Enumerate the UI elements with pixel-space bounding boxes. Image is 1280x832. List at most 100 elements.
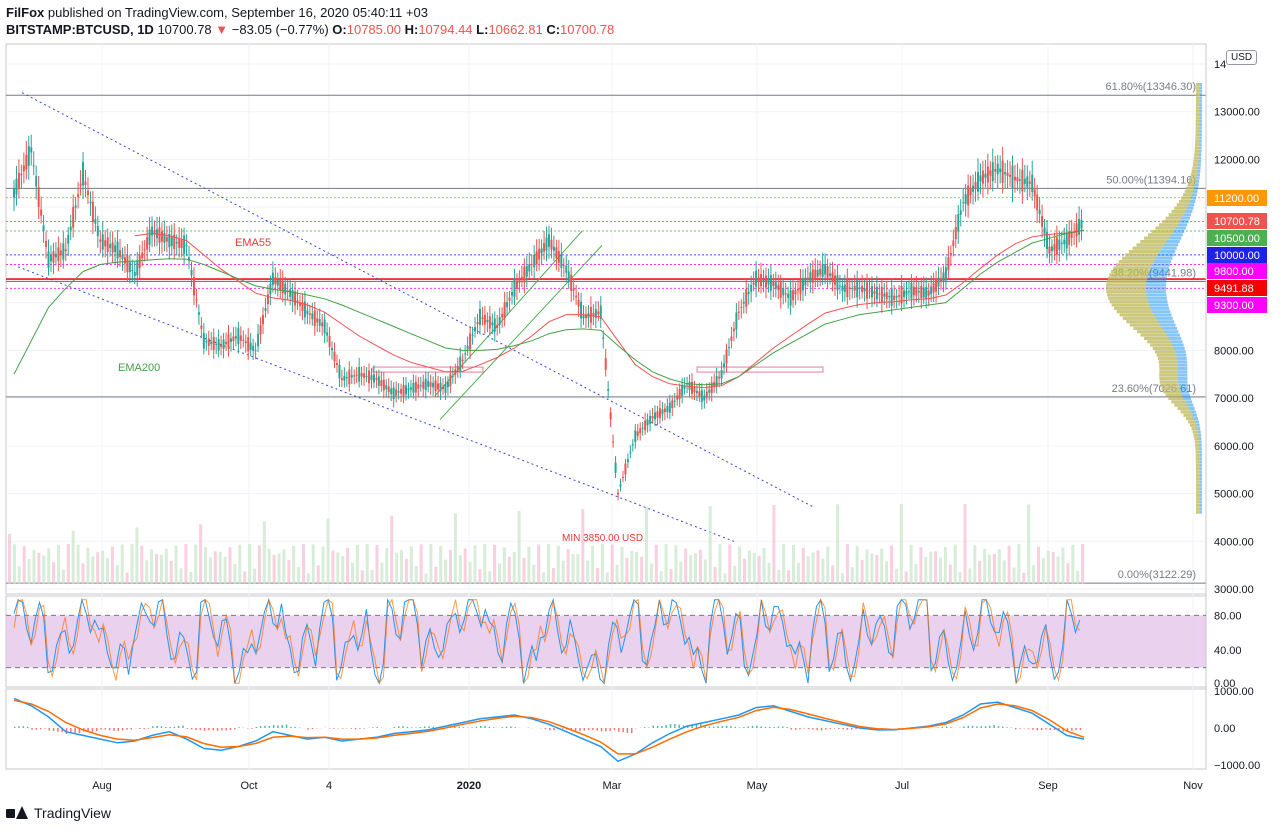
volume-bar <box>331 550 335 584</box>
stoch-k-line <box>13 597 1081 685</box>
profile-bar <box>1194 437 1200 441</box>
candle-body <box>705 391 708 398</box>
macd-histogram-bar <box>751 725 754 728</box>
candle-body <box>925 286 928 299</box>
macd-histogram-bar <box>264 725 266 728</box>
profile-bar <box>1165 216 1182 220</box>
volume-bar <box>845 544 849 584</box>
volume-bar <box>282 549 286 584</box>
candle-body <box>303 301 306 318</box>
candle-body <box>594 309 597 319</box>
profile-bar <box>1191 169 1198 173</box>
currency-button[interactable]: USD <box>1226 50 1258 65</box>
volume-bar <box>419 544 423 584</box>
candle-body <box>816 269 819 277</box>
candle-body <box>944 267 947 281</box>
candle-body <box>577 299 580 307</box>
stoch-band <box>6 615 1206 668</box>
macd-histogram-bar <box>661 725 663 728</box>
macd-histogram-bar <box>708 726 711 728</box>
macd-histogram-bar <box>851 728 853 730</box>
volume-bar <box>718 544 722 584</box>
candle-body <box>589 306 592 323</box>
candle-body <box>74 205 77 208</box>
candle-body <box>291 290 294 302</box>
brand-logo[interactable]: TradingView <box>6 805 111 821</box>
profile-bar <box>1195 460 1200 464</box>
candle-body <box>1006 172 1009 177</box>
candle-body <box>429 382 432 387</box>
symbol[interactable]: BITSTAMP:BTCUSD, 1D <box>6 22 154 37</box>
profile-bar <box>1152 346 1175 350</box>
candle-body <box>249 342 252 350</box>
candle-body <box>25 155 28 170</box>
candle-body <box>602 337 605 339</box>
macd-histogram-bar <box>52 728 55 732</box>
candle-body <box>1038 209 1041 215</box>
candle-body <box>252 345 255 351</box>
time-tick-label: Nov <box>1183 780 1203 792</box>
macd-histogram-bar <box>1040 728 1043 731</box>
volume-bar <box>42 555 46 584</box>
price-tick-label: 12000.00 <box>1214 154 1260 166</box>
macd-histogram-bar <box>354 728 357 730</box>
candle-body <box>385 385 388 390</box>
volume-bar <box>860 559 864 584</box>
macd-histogram-bar <box>799 728 801 730</box>
volume-bar <box>169 560 173 584</box>
candle-body <box>774 282 777 289</box>
candle-body <box>296 300 299 303</box>
volume-bar <box>96 552 100 584</box>
profile-bar <box>1163 390 1181 394</box>
candle-body <box>656 411 659 418</box>
ema200-label: EMA200 <box>118 362 160 374</box>
profile-bar <box>1162 219 1180 223</box>
macd-histogram-bar <box>1019 728 1021 729</box>
candle-body <box>518 280 521 283</box>
candle-body <box>35 176 38 187</box>
macd-histogram-bar <box>169 726 171 728</box>
candle-body <box>1009 174 1012 177</box>
candle-body <box>969 189 972 196</box>
candle-body <box>863 287 866 292</box>
volume-bar <box>757 555 761 584</box>
volume-bar <box>1041 558 1045 584</box>
candle-body <box>703 395 706 401</box>
candle-body <box>444 384 447 393</box>
volume-bar <box>576 554 580 584</box>
profile-bar <box>1195 126 1200 130</box>
candle-body <box>824 264 827 275</box>
volume-bar <box>698 549 702 584</box>
publisher-name[interactable]: FilFox <box>6 5 45 20</box>
symbol-info: BITSTAMP:BTCUSD, 1D 10700.78 ▼ −83.05 (−… <box>6 22 614 37</box>
macd-tick-label: 1000.00 <box>1214 686 1254 698</box>
candle-body <box>750 284 753 292</box>
candle-body <box>1036 194 1039 211</box>
price-axis[interactable]: 13000.00 12000.00 8000.00 7000.00 6000.00 500… <box>1205 44 1260 769</box>
profile-bar <box>1194 146 1200 150</box>
profile-bar <box>1183 193 1193 197</box>
profile-bar <box>1195 477 1200 481</box>
candle-body <box>720 370 723 379</box>
candle-body <box>747 291 750 295</box>
volume-bar <box>179 568 183 584</box>
volume-bar <box>551 567 555 584</box>
time-axis[interactable]: Aug Oct 4 2020 Mar May Jul Sep Nov <box>92 780 1203 792</box>
macd-histogram-bar <box>1053 728 1056 731</box>
candle-body <box>353 375 356 377</box>
candle-body <box>846 279 849 298</box>
profile-bar <box>1195 119 1200 123</box>
candle-body <box>501 313 504 318</box>
volume-bar <box>953 544 957 584</box>
macd-histogram-bar <box>704 725 706 728</box>
candle-body <box>328 336 331 347</box>
volume-bar <box>61 569 65 584</box>
profile-bar <box>1195 139 1200 143</box>
price-tag-label: 10700.78 <box>1214 216 1260 228</box>
macd-histogram-bar <box>113 728 115 731</box>
macd-histogram-bar <box>734 726 737 728</box>
candle-body <box>42 225 45 232</box>
candle-body <box>417 384 420 389</box>
macd-histogram-bar <box>31 728 33 730</box>
